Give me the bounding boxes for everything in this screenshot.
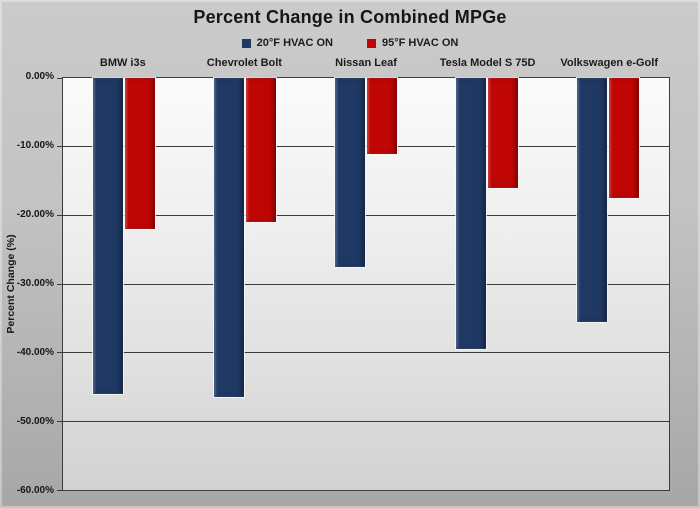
bar-group-chevrolet-bolt [213,78,277,490]
legend-label: 20°F HVAC ON [256,37,333,49]
legend-swatch-95-f-hvac-on [367,38,376,48]
gridline [63,283,669,285]
legend-item-20-f-hvac-on: 20°F HVAC ON [241,37,333,49]
legend-item-95-f-hvac-on: 95°F HVAC ON [367,37,458,49]
category-label-nissan-leaf: Nissan Leaf [335,57,397,69]
bar-volkswagen-e-golf-95-f-hvac-on [609,78,640,199]
gridline [63,420,669,422]
gridline [63,146,669,148]
y-tick-mark [57,420,63,422]
y-tick-label: -30.00% [16,278,54,289]
bar-group-volkswagen-e-golf [576,78,640,490]
y-tick-mark [57,283,63,285]
chart-title: Percent Change in Combined MPGe [193,7,507,27]
gridline [63,352,669,354]
y-tick-mark [57,489,63,491]
bar-nissan-leaf-95-f-hvac-on [367,78,397,154]
bar-chevrolet-bolt-20-f-hvac-on [213,78,244,398]
gridline [63,214,669,216]
bar-chevrolet-bolt-95-f-hvac-on [245,78,276,223]
bar-tesla-model-s-75d-20-f-hvac-on [456,78,487,350]
bar-volkswagen-e-golf-20-f-hvac-on [577,78,608,322]
y-tick-mark [57,352,63,354]
legend-swatch-20-f-hvac-on [241,38,251,48]
category-label-bmw-i3s: BMW i3s [99,57,146,69]
bar-bmw-i3s-95-f-hvac-on [124,78,155,230]
bar-bmw-i3s-20-f-hvac-on [92,78,123,394]
y-tick-label: -40.00% [16,347,54,358]
category-label-volkswagen-e-golf: Volkswagen e-Golf [560,57,658,69]
y-tick-label: -20.00% [16,209,54,220]
category-label-chevrolet-bolt: Chevrolet Bolt [206,57,282,69]
legend: 20°F HVAC ON 95°F HVAC ON [0,37,700,49]
plot-area [57,77,670,491]
y-tick-label: -10.00% [16,140,54,151]
y-tick-mark [57,146,63,148]
bar-nissan-leaf-20-f-hvac-on [335,78,365,267]
y-tick-mark [57,77,63,79]
y-tick-label: -50.00% [16,416,54,427]
y-tick-mark [57,214,63,216]
y-tick-label: 0.00% [25,71,54,82]
y-tick-label: -60.00% [16,485,54,496]
bar-group-bmw-i3s [92,78,156,490]
legend-label: 95°F HVAC ON [382,37,459,49]
bar-tesla-model-s-75d-95-f-hvac-on [488,78,519,188]
category-label-tesla-model-s-75d: Tesla Model S 75D [439,57,536,69]
bar-group-nissan-leaf [334,78,398,490]
bar-group-tesla-model-s-75d [455,78,519,490]
